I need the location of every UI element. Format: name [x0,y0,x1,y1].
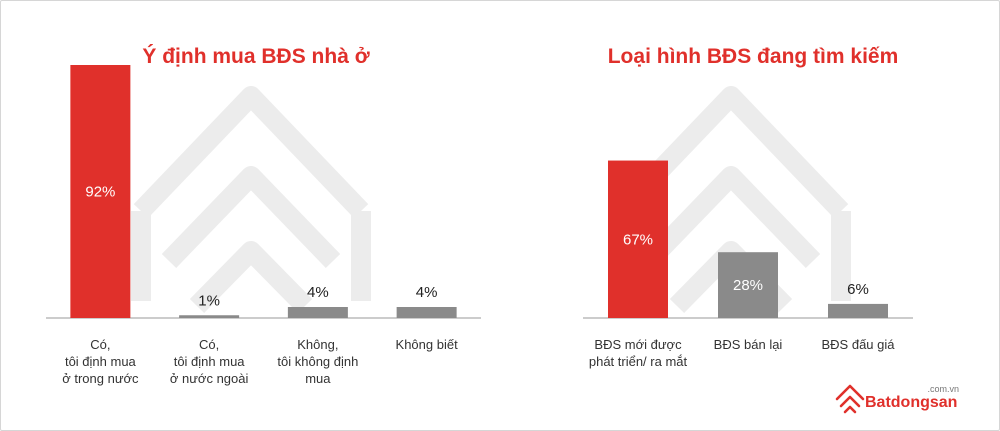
bar-4 [396,307,457,318]
category-label-line: Không biết [396,337,459,352]
category-label-line: tôi không định [277,354,358,369]
bar-1 [608,160,668,318]
category-label-line: ở nước ngoài [170,371,249,386]
category-label-line: mua [305,371,331,386]
bar-3 [828,303,888,318]
category-label-3: Không, tôi không định mua [277,337,358,386]
value-label-2: 1% [198,292,220,309]
value-label-3: 4% [307,284,329,301]
category-label-line: BĐS đấu giá [822,337,896,352]
value-label-1: 67% [623,231,653,248]
chart-2-title: Loại hình BĐS đang tìm kiếm [608,45,899,68]
category-label-line: Có, [90,337,110,352]
category-label-line: tôi định mua [65,354,137,369]
bar-2 [179,315,240,318]
category-label-line: BĐS mới được [594,337,682,352]
house-stack-icon [835,384,865,414]
category-label-line: ở trong nước [62,371,139,386]
chart-1-plot: 92% Có, tôi định mua ở trong nước 1% Có, tôi đ… [46,65,481,386]
bar-1 [70,65,131,318]
watermark-left-icon [131,86,371,314]
category-label-2: BĐS bán lại [714,337,783,352]
value-label-2: 28% [733,277,763,294]
logo-name: Batdongsan [865,394,957,411]
category-label-1: Có, tôi định mua ở trong nước [62,337,139,386]
category-label-line: Không, [297,337,338,352]
category-label-line: phát triển/ ra mắt [589,354,688,369]
value-label-3: 6% [847,281,869,298]
bar-3 [287,307,348,318]
logo-suffix: .com.vn [927,384,959,394]
category-label-1: BĐS mới được phát triển/ ra mắt [589,337,688,369]
chart-2-plot: 67% BĐS mới được phát triển/ ra mắt 28% BĐS … [583,160,913,369]
value-label-4: 4% [416,284,438,301]
value-label-1: 92% [85,184,115,201]
chart-1-title: Ý định mua BĐS nhà ở [142,44,369,68]
category-label-4: Không biết [396,337,459,352]
category-label-2: Có, tôi định mua ở nước ngoài [170,337,249,386]
category-label-line: tôi định mua [174,354,246,369]
batdongsan-logo: .com.vn Batdongsan [835,384,959,414]
category-label-line: Có, [199,337,219,352]
category-label-line: BĐS bán lại [714,337,783,352]
category-label-3: BĐS đấu giá [822,337,896,352]
bar-2 [718,252,778,318]
